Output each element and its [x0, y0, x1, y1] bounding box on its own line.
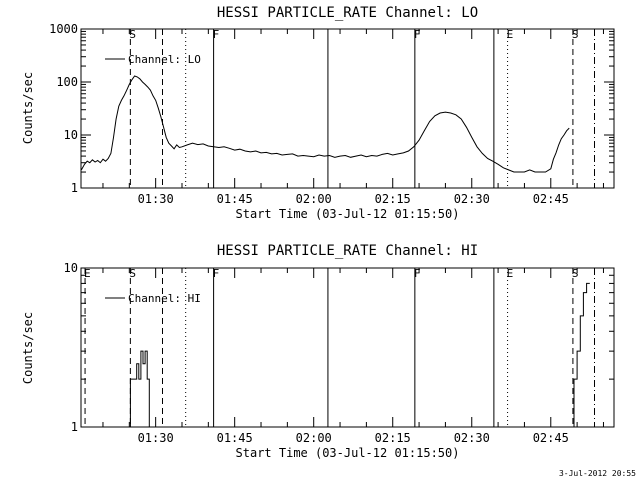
- x-tick-label: 01:45: [217, 431, 253, 445]
- event-label: S: [129, 267, 136, 280]
- event-label: S: [572, 28, 579, 41]
- y-tick-label: 1000: [49, 22, 78, 36]
- x-tick-label: 01:30: [138, 192, 174, 206]
- legend-label: Channel: HI: [128, 292, 201, 305]
- plot-frame: [80, 28, 615, 189]
- x-tick-label: 01:30: [138, 431, 174, 445]
- hi-channel-panel: HESSI PARTICLE_RATE Channel: HI 01:30 01:4…: [21, 243, 615, 460]
- event-label: E: [507, 28, 514, 41]
- y-tick-label: 1: [71, 181, 78, 195]
- lo-channel-panel: HESSI PARTICLE_RATE Channel: LO 01:30 01:4…: [21, 5, 615, 221]
- data-series-line: [80, 75, 570, 173]
- y-tick-label: 10: [64, 128, 78, 142]
- event-label: F: [414, 267, 421, 280]
- x-axis-label: Start Time (03-Jul-12 01:15:50): [236, 446, 460, 460]
- x-tick-label: 01:45: [217, 192, 253, 206]
- x-tick-label: 02:15: [375, 431, 411, 445]
- y-tick-label: 1: [71, 420, 78, 434]
- event-label: E: [507, 267, 514, 280]
- event-label: F: [213, 267, 220, 280]
- x-axis-label: Start Time (03-Jul-12 01:15:50): [236, 207, 460, 221]
- event-label: S: [572, 267, 579, 280]
- y-axis-label: Counts/sec: [21, 72, 35, 144]
- y-axis-label: Counts/sec: [21, 312, 35, 384]
- event-label: F: [414, 28, 421, 41]
- x-tick-label: 02:45: [533, 431, 569, 445]
- event-label: S: [129, 28, 136, 41]
- x-tick-label: 02:45: [533, 192, 569, 206]
- y-tick-label: 10: [64, 261, 78, 275]
- x-tick-label: 02:15: [375, 192, 411, 206]
- chart-title: HESSI PARTICLE_RATE Channel: HI: [217, 243, 478, 259]
- event-label: F: [213, 28, 220, 41]
- event-label: E: [84, 267, 91, 280]
- x-tick-label: 02:30: [454, 192, 490, 206]
- x-tick-label: 02:00: [296, 431, 332, 445]
- chart-title: HESSI PARTICLE_RATE Channel: LO: [217, 5, 478, 21]
- plot-timestamp: 3-Jul-2012 20:55: [559, 469, 636, 478]
- y-tick-label: 100: [56, 75, 78, 89]
- legend-label: Channel: LO: [128, 53, 201, 66]
- x-tick-label: 02:00: [296, 192, 332, 206]
- data-series-line: [127, 282, 590, 428]
- x-tick-label: 02:30: [454, 431, 490, 445]
